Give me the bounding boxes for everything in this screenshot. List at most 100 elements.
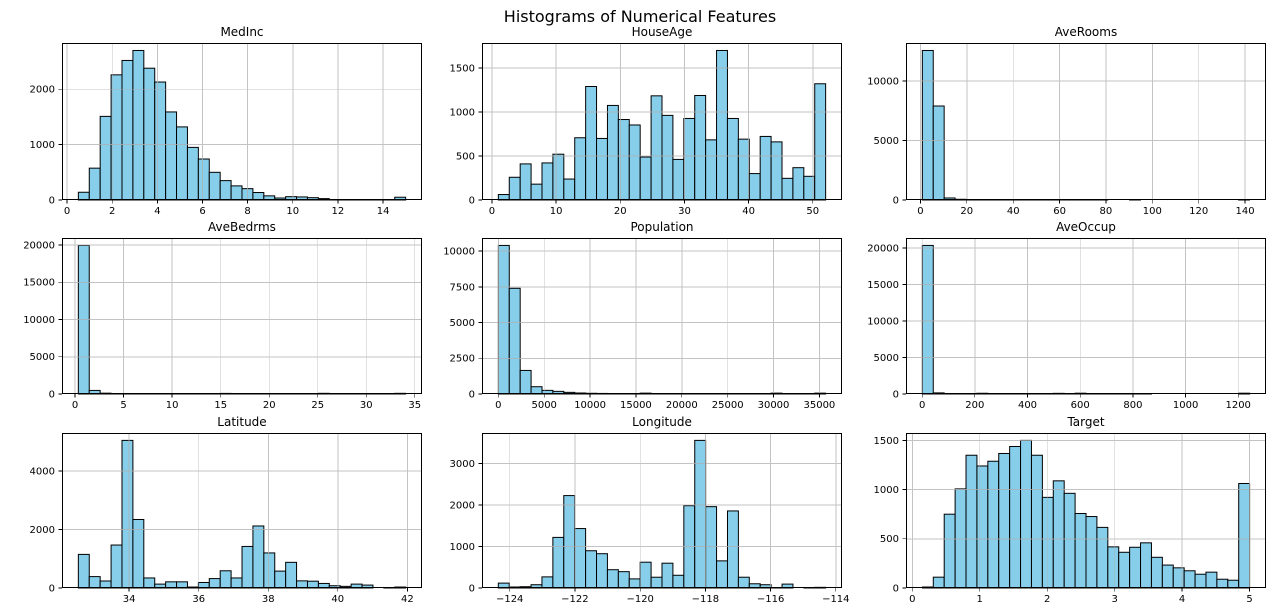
histogram-bar bbox=[541, 162, 554, 201]
histogram-bar bbox=[563, 495, 576, 589]
y-tick-label: 3000 bbox=[450, 459, 475, 470]
grid-lines bbox=[482, 43, 842, 200]
y-tick-label: 1500 bbox=[450, 63, 475, 74]
y-tick-label: 1000 bbox=[450, 107, 475, 118]
y-tick-label: 5000 bbox=[450, 318, 475, 329]
x-tick-label: 15000 bbox=[620, 400, 652, 411]
histogram-bar bbox=[585, 86, 598, 201]
y-tick-label: 1000 bbox=[450, 542, 475, 553]
y-tick-label: 5000 bbox=[874, 136, 899, 147]
axes-border bbox=[482, 43, 842, 200]
histogram-bar bbox=[1009, 445, 1022, 589]
histogram-bar bbox=[585, 550, 598, 589]
histogram-bar bbox=[1216, 578, 1229, 589]
y-tick-label: 0 bbox=[49, 583, 55, 594]
histogram-bar bbox=[814, 83, 827, 201]
histogram-bar bbox=[617, 571, 630, 589]
histogram-bar bbox=[574, 137, 587, 201]
x-tick-label: 4 bbox=[154, 206, 160, 217]
x-tick-label: 8 bbox=[244, 206, 250, 217]
histogram-bar bbox=[606, 569, 619, 589]
histogram-bar bbox=[508, 287, 521, 395]
x-tick-label: 0 bbox=[72, 400, 78, 411]
x-tick-label: 400 bbox=[1018, 400, 1037, 411]
axes-background bbox=[906, 43, 1266, 200]
x-tick-label: 15 bbox=[214, 400, 227, 411]
tick-labels: −124 −122 −120 −118 −116 −114 0 1000 2000 3000 bbox=[450, 459, 850, 605]
histogram-bar bbox=[1030, 454, 1043, 589]
histogram-bar bbox=[552, 153, 565, 201]
x-tick-label: 0 bbox=[64, 206, 70, 217]
histogram-bar bbox=[143, 67, 156, 201]
grid-lines bbox=[906, 433, 1266, 588]
tick-marks bbox=[58, 470, 408, 592]
axes-border bbox=[482, 238, 842, 394]
histogram-bar bbox=[683, 117, 696, 201]
histogram-bar bbox=[530, 183, 543, 201]
y-tick-label: 10000 bbox=[867, 76, 899, 87]
axes-border bbox=[906, 433, 1266, 588]
x-tick-label: 0 bbox=[909, 594, 915, 605]
x-tick-label: 34 bbox=[123, 594, 136, 605]
x-tick-label: 35000 bbox=[803, 400, 835, 411]
histogram-bar bbox=[1238, 482, 1251, 589]
x-tick-label: 0 bbox=[495, 400, 501, 411]
x-tick-label: 10000 bbox=[574, 400, 606, 411]
x-tick-label: 25 bbox=[311, 400, 324, 411]
histogram-bar bbox=[726, 510, 739, 589]
histogram-bar bbox=[77, 553, 90, 589]
subplot-avebedrms: 0 5 10 15 20 25 30 35 0 5000 10000 15000 20000 AveBed… bbox=[23, 220, 422, 411]
histogram-bar bbox=[672, 574, 685, 589]
x-tick-label: 10 bbox=[550, 206, 563, 217]
tick-marks bbox=[58, 244, 416, 398]
x-tick-label: 20000 bbox=[666, 400, 698, 411]
histogram-bar bbox=[1063, 492, 1076, 589]
histogram-bar bbox=[1074, 513, 1087, 589]
y-tick-label: 10000 bbox=[443, 247, 475, 258]
histogram-bar bbox=[661, 114, 674, 201]
histogram-bar bbox=[110, 74, 123, 201]
y-tick-label: 0 bbox=[49, 195, 55, 206]
y-tick-label: 2000 bbox=[450, 500, 475, 511]
histogram-bar bbox=[1118, 551, 1131, 589]
histogram-bar bbox=[1205, 571, 1218, 589]
subplot-population: 0 5000 10000 15000 20000 25000 30000 35000 0 2500… bbox=[443, 220, 842, 411]
histogram-bar bbox=[705, 506, 718, 589]
y-tick-label: 20000 bbox=[23, 241, 55, 252]
tick-labels: 34 36 38 40 42 0 2000 4000 bbox=[30, 467, 414, 606]
histogram-bar bbox=[1041, 496, 1054, 589]
y-tick-label: 15000 bbox=[23, 278, 55, 289]
tick-marks bbox=[478, 250, 820, 398]
subplot-averooms: 0 20 40 60 80 100 120 140 0 5000 10000 AveRooms bbox=[867, 25, 1266, 217]
y-tick-label: 0 bbox=[893, 195, 899, 206]
tick-labels: 0 2 4 6 8 10 12 14 0 1000 2000 bbox=[30, 85, 390, 217]
histogram-bar bbox=[1052, 480, 1065, 589]
x-tick-label: 100 bbox=[1143, 206, 1162, 217]
axes-background bbox=[62, 238, 422, 394]
y-tick-label: 20000 bbox=[867, 243, 899, 254]
x-tick-label: 3 bbox=[1112, 594, 1118, 605]
subplot-title: AveRooms bbox=[1055, 25, 1117, 39]
histogram-bar bbox=[1140, 542, 1152, 589]
tick-labels: 0 5000 10000 15000 20000 25000 30000 35000 0 2500… bbox=[443, 247, 835, 412]
x-tick-label: 1000 bbox=[1173, 400, 1198, 411]
x-tick-label: 120 bbox=[1189, 206, 1208, 217]
subplot-title: AveOccup bbox=[1056, 220, 1116, 234]
grid-lines bbox=[62, 433, 422, 588]
y-tick-label: 10000 bbox=[867, 316, 899, 327]
histogram-bar bbox=[530, 386, 543, 395]
histogram-bar bbox=[987, 460, 1000, 589]
x-tick-label: 600 bbox=[1071, 400, 1090, 411]
x-tick-label: 80 bbox=[1100, 206, 1113, 217]
tick-marks bbox=[902, 440, 1251, 592]
histogram-bar bbox=[143, 577, 156, 589]
histogram-bars bbox=[497, 49, 827, 201]
tick-marks bbox=[478, 463, 837, 592]
histogram-bar bbox=[932, 576, 945, 589]
histogram-bar bbox=[1194, 573, 1207, 589]
histogram-bar bbox=[748, 173, 761, 201]
histogram-bar bbox=[628, 578, 641, 589]
histogram-bar bbox=[176, 126, 188, 201]
